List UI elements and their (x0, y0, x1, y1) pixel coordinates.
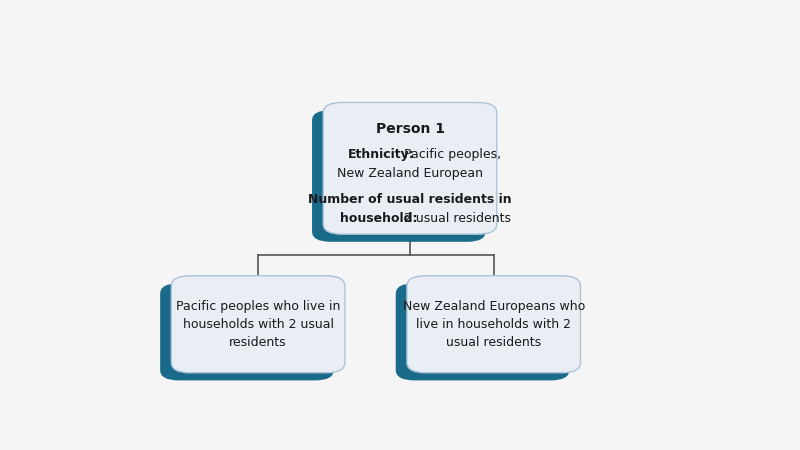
FancyBboxPatch shape (323, 103, 497, 234)
Text: New Zealand Europeans who
live in households with 2
usual residents: New Zealand Europeans who live in househ… (402, 300, 585, 349)
Text: Pacific peoples who live in
households with 2 usual
residents: Pacific peoples who live in households w… (176, 300, 340, 349)
Text: Number of usual residents in: Number of usual residents in (308, 193, 512, 206)
Text: Pacific peoples,: Pacific peoples, (400, 148, 501, 161)
FancyBboxPatch shape (396, 284, 570, 380)
Text: 2 usual residents: 2 usual residents (400, 212, 511, 225)
FancyBboxPatch shape (312, 110, 486, 242)
Text: household:: household: (340, 212, 418, 225)
Text: Person 1: Person 1 (375, 122, 445, 135)
FancyBboxPatch shape (407, 276, 581, 373)
FancyBboxPatch shape (171, 276, 345, 373)
FancyBboxPatch shape (160, 284, 334, 380)
Text: New Zealand European: New Zealand European (337, 166, 483, 180)
Text: Ethnicity:: Ethnicity: (348, 148, 415, 161)
